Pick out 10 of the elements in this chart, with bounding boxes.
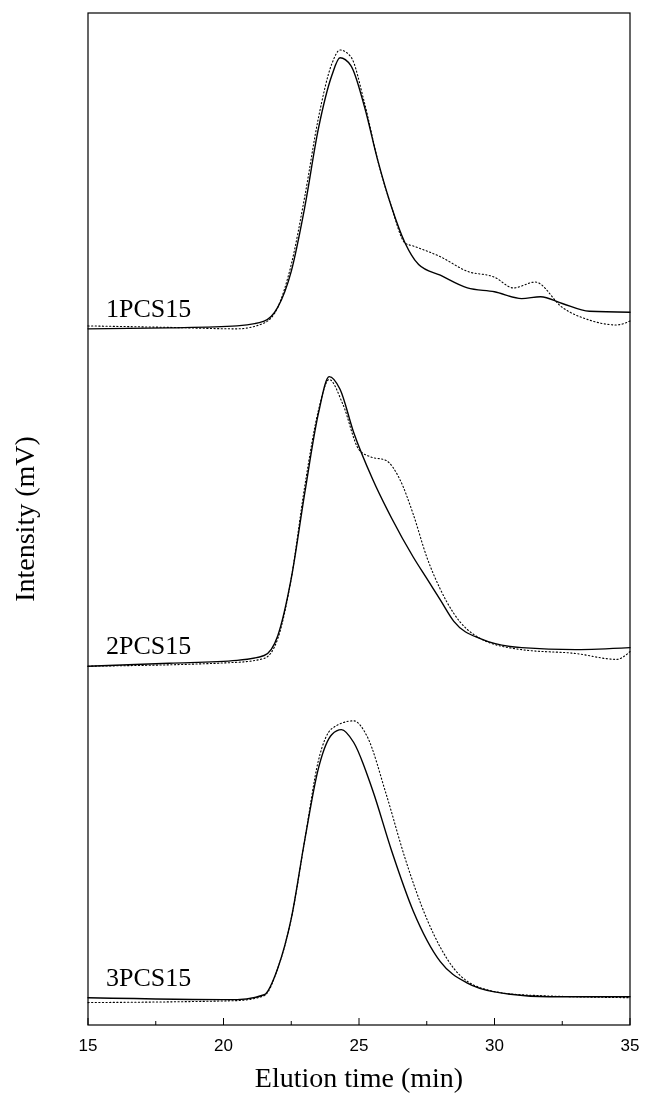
x-tick-label: 15 — [78, 1036, 98, 1055]
annotation: 2PCS15 — [106, 631, 192, 661]
y-axis-title: Intensity (mV) — [9, 436, 40, 602]
x-tick-label: 25 — [349, 1036, 369, 1055]
x-axis-title: Elution time (min) — [254, 1062, 464, 1093]
annotation: 1PCS15 — [106, 293, 192, 323]
x-tick-label: 30 — [485, 1036, 504, 1055]
x-tick-label: 35 — [620, 1036, 640, 1055]
annotation: 3PCS15 — [106, 962, 192, 992]
x-tick-label: 20 — [214, 1036, 233, 1055]
